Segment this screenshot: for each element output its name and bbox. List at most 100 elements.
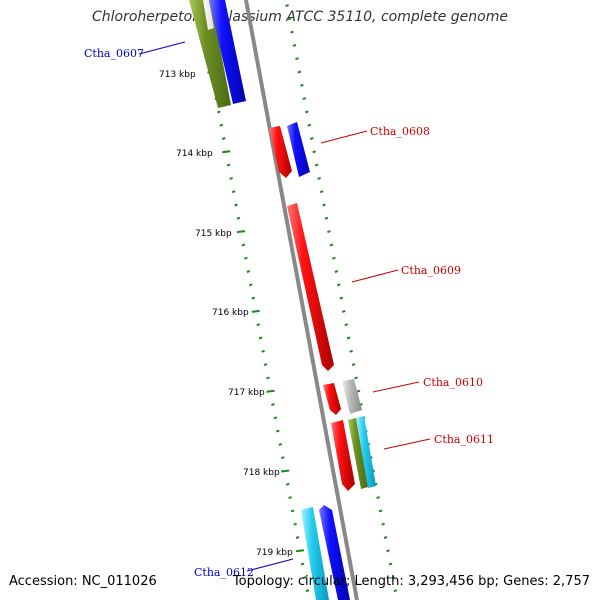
tick-minor (329, 243, 334, 247)
label-line-ctha-0608 (320, 130, 368, 144)
tick-minor (275, 429, 280, 433)
kbp-label-717: 717 kbp (228, 388, 265, 398)
tick-minor (278, 442, 283, 446)
tick-minor (327, 230, 331, 234)
tick-minor (236, 216, 241, 220)
tick-minor (322, 203, 326, 207)
gene-ctha-0607-white (203, 0, 214, 30)
tick-minor (305, 589, 310, 593)
tick-minor (285, 482, 290, 486)
genome-backbone (244, 0, 359, 600)
gene-ctha-0610-grey[interactable] (342, 379, 362, 414)
tick-minor (297, 70, 302, 74)
tick-minor (295, 57, 299, 61)
tick-major (236, 230, 246, 234)
tick-minor (231, 190, 236, 194)
gene-ctha-0608-blue[interactable] (287, 122, 310, 177)
kbp-label-716: 716 kbp (212, 308, 249, 318)
tick-minor (356, 389, 361, 393)
tick-minor (378, 509, 383, 513)
tick-minor (314, 163, 319, 167)
gene-ctha-0611-red[interactable] (331, 420, 355, 491)
tick-minor (246, 270, 251, 273)
tick-minor (292, 43, 297, 47)
tick-minor (303, 575, 307, 579)
gene-label-ctha-0608[interactable]: Ctha_0608 (370, 125, 430, 138)
gene-ctha-0608-red[interactable] (269, 126, 292, 178)
kbp-label-719: 719 kbp (256, 548, 293, 558)
tick-major (281, 469, 290, 473)
tick-minor (346, 336, 351, 340)
gene-label-ctha-0607[interactable]: Ctha_0607 (84, 47, 144, 60)
tick-minor (216, 110, 221, 114)
tick-minor (383, 536, 388, 539)
kbp-label-715: 715 kbp (195, 229, 232, 239)
tick-minor (295, 536, 300, 539)
tick-minor (344, 323, 349, 327)
tick-minor (293, 522, 297, 526)
tick-minor (261, 349, 265, 353)
tick-minor (263, 363, 268, 367)
label-line-ctha-0612 (246, 558, 294, 572)
tick-minor (341, 309, 346, 313)
gene-label-ctha-0611[interactable]: Ctha_0611 (434, 433, 494, 446)
tick-minor (317, 176, 321, 180)
kbp-label-718: 718 kbp (243, 468, 280, 478)
tick-minor (256, 323, 261, 327)
gene-ctha-0607-olive[interactable] (189, 0, 231, 108)
tick-major (222, 150, 231, 154)
gene-ctha-0607-blue[interactable] (209, 0, 246, 104)
tick-minor (273, 416, 278, 420)
tick-minor (300, 83, 304, 87)
gene-ctha-0612-cyan[interactable] (301, 507, 329, 600)
gene-ctha-0609-red[interactable] (287, 203, 334, 371)
tick-minor (386, 549, 390, 553)
tick-minor (221, 137, 226, 140)
tick-minor (309, 137, 314, 140)
tick-major (251, 309, 260, 313)
tick-minor (271, 403, 275, 406)
tick-minor (266, 376, 270, 380)
accession-text: Accession: NC_011026 (9, 574, 157, 589)
tick-minor (219, 123, 224, 127)
gene-ctha-0611-cyan[interactable] (356, 416, 376, 488)
tick-minor (251, 296, 256, 300)
tick-minor (393, 589, 398, 593)
tick-minor (307, 123, 312, 127)
tick-minor (304, 110, 309, 114)
tick-minor (332, 256, 336, 260)
tick-major (295, 549, 305, 553)
tick-track (197, 4, 398, 593)
gene-label-ctha-0610[interactable]: Ctha_0610 (423, 376, 483, 389)
genome-summary-text: Topology: circular; Length: 3,293,456 bp… (232, 574, 590, 589)
tick-minor (354, 376, 358, 380)
label-line-ctha-0609 (351, 269, 399, 283)
tick-minor (280, 456, 285, 460)
gene-label-ctha-0609[interactable]: Ctha_0609 (401, 264, 461, 277)
tick-major (266, 389, 275, 393)
tick-minor (258, 336, 263, 340)
tick-minor (388, 562, 393, 566)
tick-minor (334, 270, 339, 273)
tick-minor (290, 30, 294, 34)
tick-minor (285, 4, 289, 7)
tick-minor (391, 575, 395, 579)
tick-minor (290, 509, 295, 513)
tick-minor (241, 243, 246, 247)
gene-ctha-0610-red[interactable] (323, 383, 341, 415)
gene-ctha-0611-olive[interactable] (348, 418, 368, 489)
tick-minor (324, 216, 329, 220)
tick-minor (339, 296, 344, 300)
gene-ctha-0612-blue[interactable] (319, 505, 350, 600)
tick-minor (319, 190, 324, 194)
tick-minor (336, 283, 341, 287)
tick-minor (300, 562, 305, 566)
tick-minor (376, 496, 380, 500)
tick-minor (302, 97, 307, 101)
tick-minor (312, 150, 317, 154)
gene-label-ctha-0612[interactable]: Ctha_0612 (194, 566, 254, 579)
tick-minor (287, 17, 292, 21)
tick-minor (229, 176, 233, 180)
tick-minor (226, 163, 231, 167)
